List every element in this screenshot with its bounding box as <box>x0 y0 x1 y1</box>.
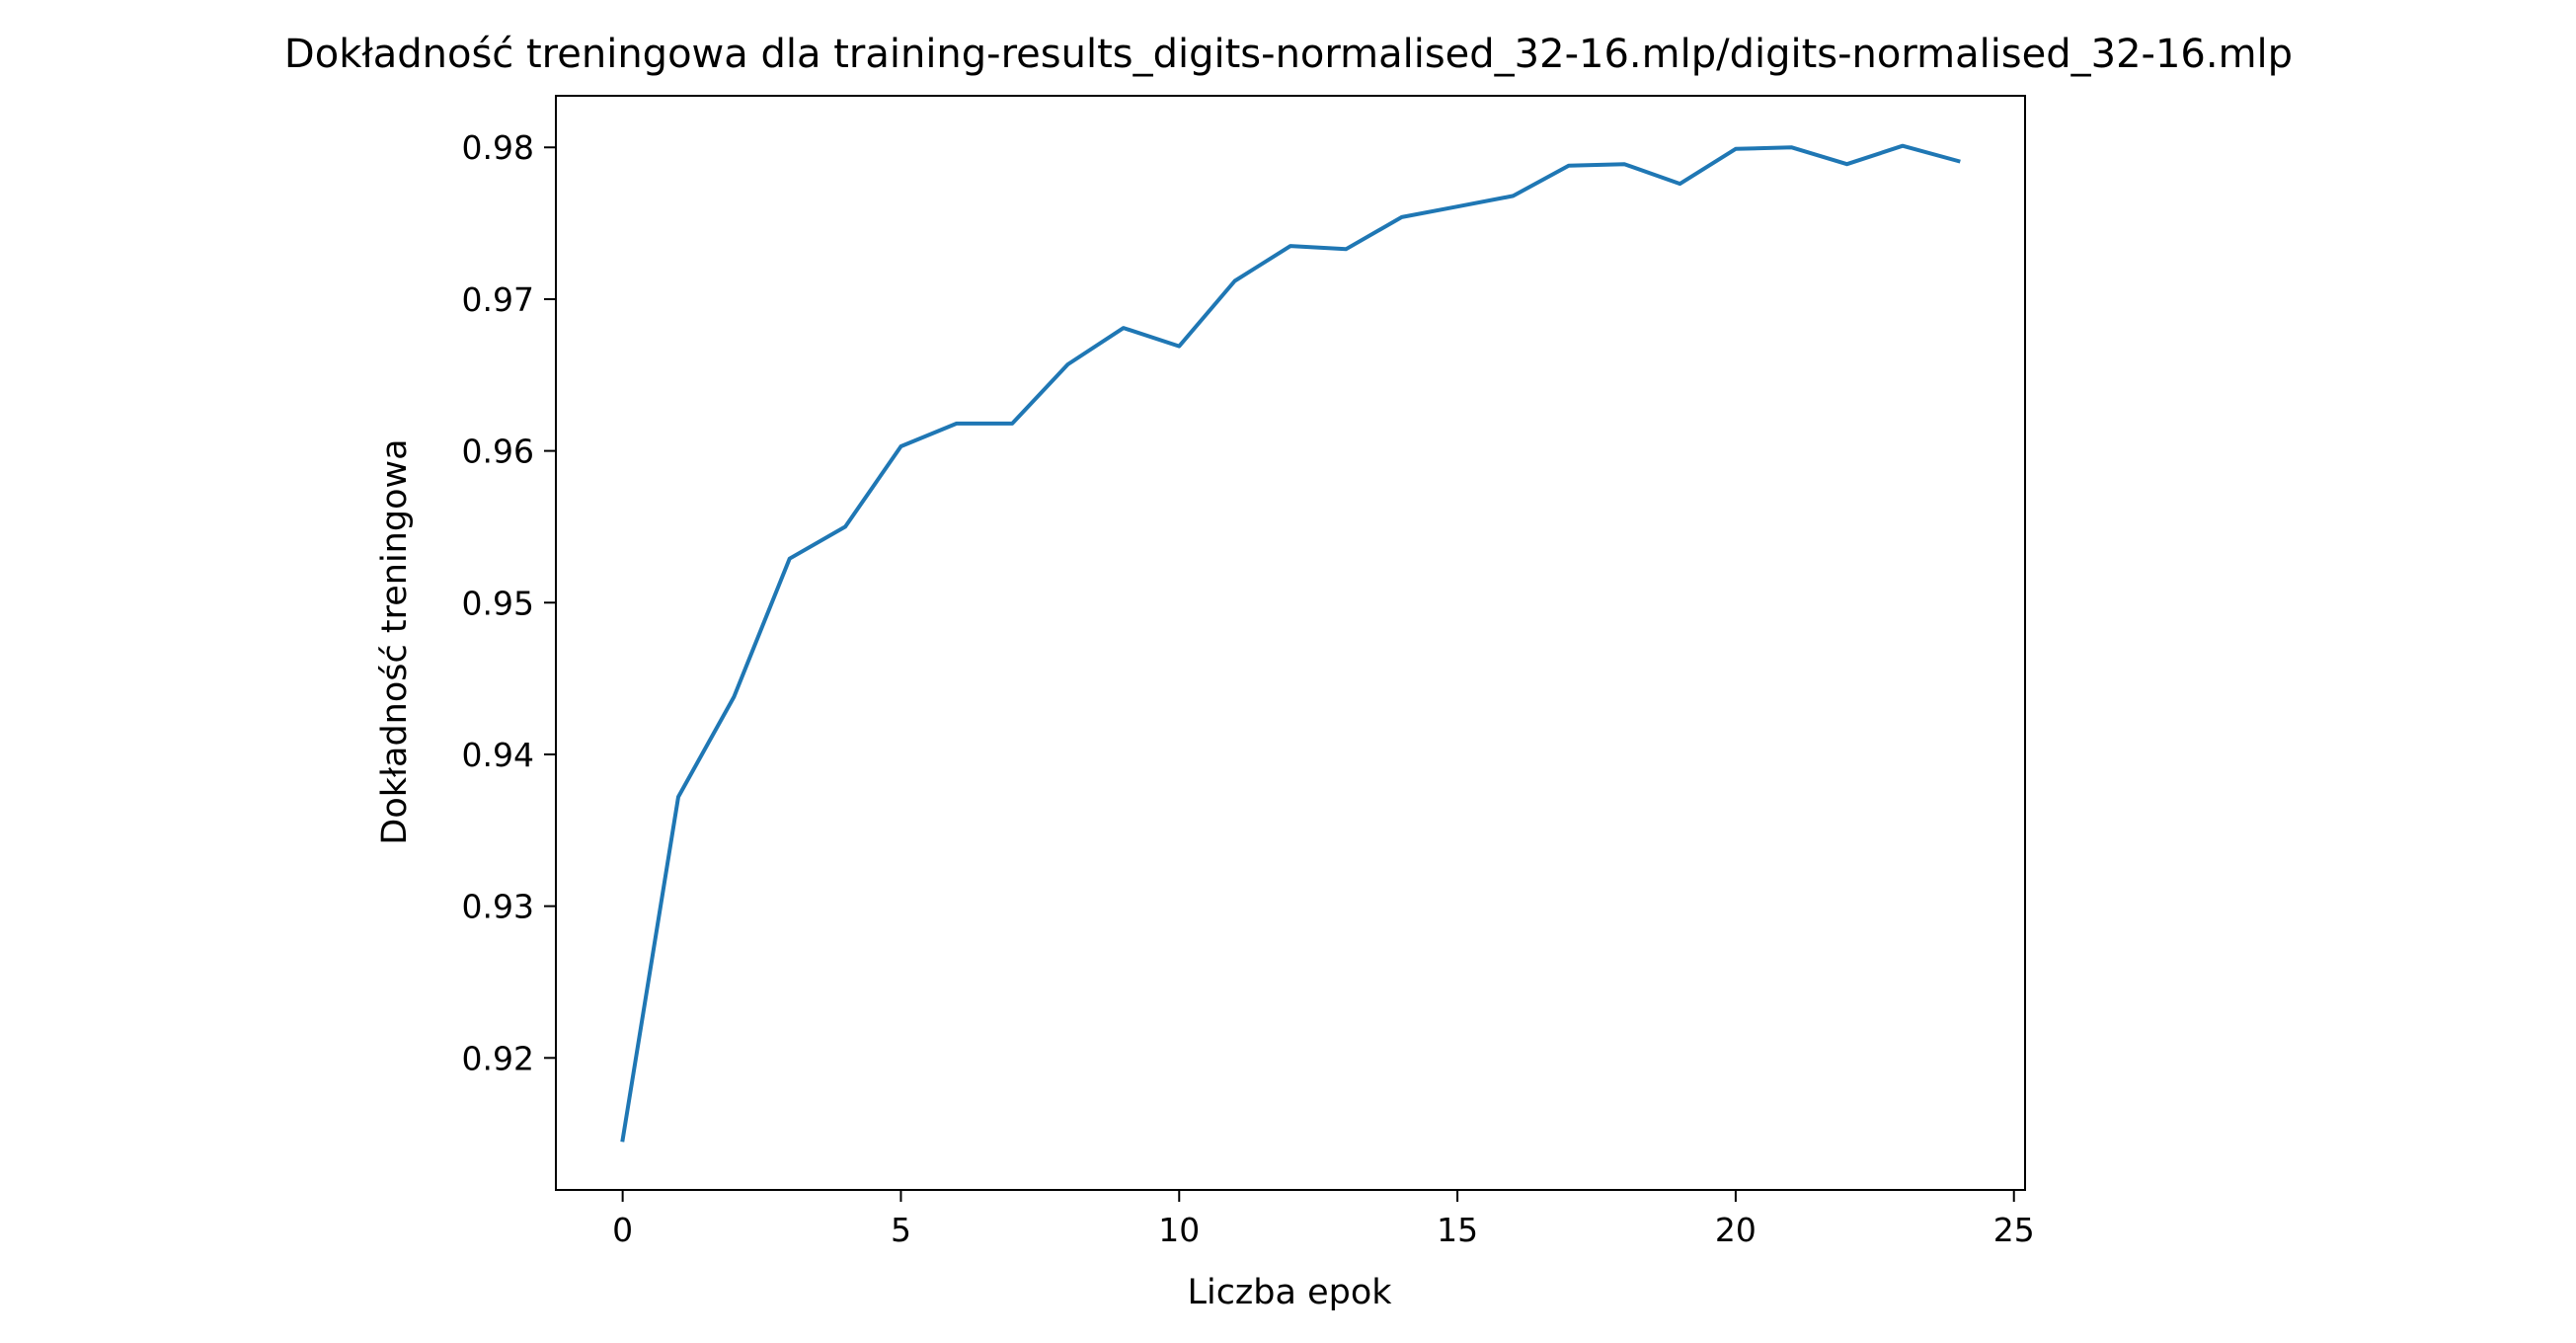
x-tick-label: 0 <box>612 1211 633 1249</box>
y-tick-label: 0.93 <box>462 888 534 926</box>
x-tick-label: 10 <box>1158 1211 1200 1249</box>
y-tick-label: 0.97 <box>462 280 534 319</box>
x-axis-label: Liczba epok <box>1187 1273 1392 1312</box>
y-tick-label: 0.96 <box>462 433 534 471</box>
x-tick-label: 25 <box>1993 1211 2035 1249</box>
y-axis-ticks: 0.92 0.93 0.94 0.95 0.96 0.97 0.98 <box>462 128 556 1077</box>
chart-title: Dokładność treningowa dla training-resul… <box>284 32 2293 77</box>
y-tick-label: 0.92 <box>462 1039 534 1077</box>
x-tick-label: 5 <box>891 1211 911 1249</box>
x-axis-ticks: 0 5 10 15 20 25 <box>612 1190 2035 1249</box>
x-tick-label: 20 <box>1715 1211 1756 1249</box>
y-tick-label: 0.98 <box>462 128 534 167</box>
y-tick-label: 0.94 <box>462 736 534 774</box>
x-tick-label: 15 <box>1437 1211 1478 1249</box>
y-tick-label: 0.95 <box>462 584 534 622</box>
y-axis-label: Dokładność treningowa <box>375 438 415 844</box>
series-line <box>620 143 1961 1143</box>
plot-area-frame <box>555 95 2026 1191</box>
